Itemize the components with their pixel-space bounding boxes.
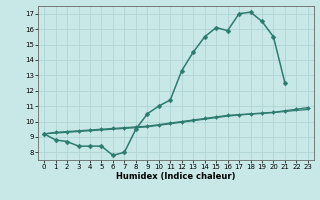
- X-axis label: Humidex (Indice chaleur): Humidex (Indice chaleur): [116, 172, 236, 181]
